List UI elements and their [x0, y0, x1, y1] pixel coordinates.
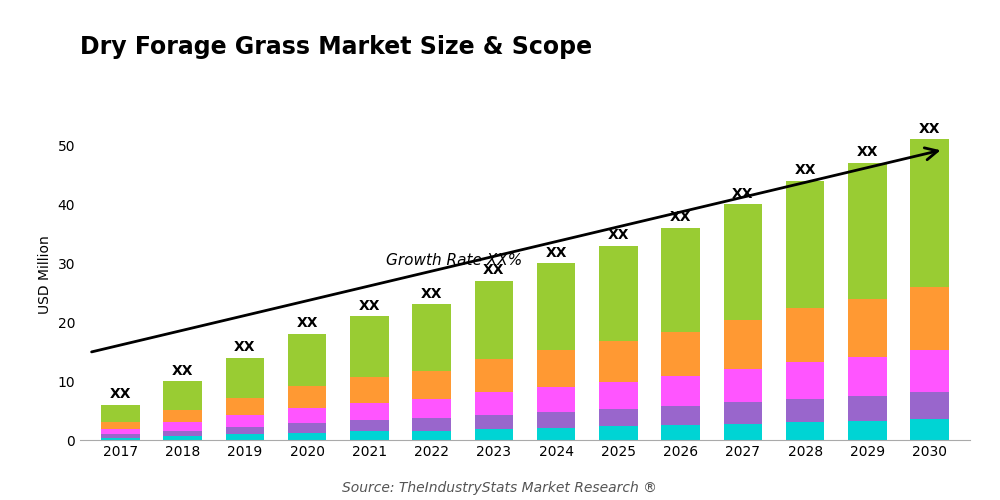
Bar: [101, 438, 140, 440]
Text: XX: XX: [110, 387, 131, 401]
Bar: [848, 420, 887, 440]
Bar: [412, 304, 451, 371]
Bar: [475, 359, 513, 392]
Bar: [786, 180, 824, 308]
Bar: [724, 204, 762, 320]
Bar: [101, 434, 140, 438]
Bar: [661, 425, 700, 440]
Text: XX: XX: [296, 316, 318, 330]
Bar: [163, 410, 202, 422]
Bar: [910, 140, 949, 286]
Bar: [475, 281, 513, 359]
Bar: [350, 420, 389, 432]
Text: XX: XX: [421, 287, 442, 301]
Bar: [226, 415, 264, 427]
Bar: [412, 400, 451, 418]
Bar: [599, 246, 638, 341]
Bar: [724, 370, 762, 402]
Bar: [288, 408, 326, 423]
Bar: [475, 392, 513, 414]
Bar: [288, 432, 326, 440]
Bar: [848, 357, 887, 396]
Bar: [724, 424, 762, 440]
Bar: [537, 387, 575, 411]
Text: XX: XX: [608, 228, 629, 242]
Bar: [412, 418, 451, 430]
Text: XX: XX: [545, 246, 567, 260]
Bar: [101, 422, 140, 430]
Bar: [537, 412, 575, 428]
Bar: [599, 341, 638, 382]
Bar: [537, 428, 575, 440]
Bar: [226, 427, 264, 434]
Text: XX: XX: [172, 364, 193, 378]
Text: XX: XX: [919, 122, 940, 136]
Bar: [910, 350, 949, 392]
Bar: [350, 432, 389, 440]
Bar: [350, 316, 389, 377]
Bar: [412, 371, 451, 400]
Bar: [786, 308, 824, 362]
Bar: [599, 426, 638, 440]
Bar: [910, 419, 949, 440]
Bar: [537, 263, 575, 350]
Text: XX: XX: [670, 210, 691, 224]
Y-axis label: USD Million: USD Million: [38, 236, 52, 314]
Text: XX: XX: [732, 186, 754, 200]
Text: Growth Rate XX%: Growth Rate XX%: [386, 254, 522, 268]
Text: XX: XX: [234, 340, 256, 354]
Bar: [599, 409, 638, 426]
Bar: [350, 377, 389, 403]
Bar: [226, 358, 264, 398]
Bar: [724, 402, 762, 423]
Bar: [101, 430, 140, 434]
Text: Source: TheIndustryStats Market Research ®: Source: TheIndustryStats Market Research…: [342, 481, 658, 495]
Bar: [475, 414, 513, 429]
Bar: [661, 332, 700, 376]
Bar: [910, 286, 949, 350]
Bar: [412, 430, 451, 440]
Bar: [848, 396, 887, 420]
Bar: [848, 298, 887, 357]
Bar: [786, 362, 824, 399]
Bar: [537, 350, 575, 387]
Bar: [661, 406, 700, 425]
Bar: [786, 422, 824, 440]
Text: Dry Forage Grass Market Size & Scope: Dry Forage Grass Market Size & Scope: [80, 35, 592, 59]
Bar: [475, 429, 513, 440]
Text: XX: XX: [483, 264, 505, 278]
Bar: [288, 386, 326, 408]
Bar: [599, 382, 638, 409]
Bar: [661, 228, 700, 332]
Bar: [910, 392, 949, 419]
Bar: [163, 430, 202, 436]
Bar: [288, 423, 326, 432]
Bar: [163, 381, 202, 410]
Bar: [288, 334, 326, 386]
Bar: [163, 436, 202, 440]
Bar: [163, 422, 202, 430]
Bar: [848, 163, 887, 298]
Text: XX: XX: [794, 163, 816, 177]
Bar: [226, 434, 264, 440]
Bar: [786, 398, 824, 422]
Bar: [101, 404, 140, 422]
Bar: [350, 403, 389, 420]
Text: XX: XX: [359, 298, 380, 312]
Bar: [661, 376, 700, 406]
Bar: [226, 398, 264, 415]
Text: XX: XX: [857, 146, 878, 160]
Bar: [724, 320, 762, 370]
